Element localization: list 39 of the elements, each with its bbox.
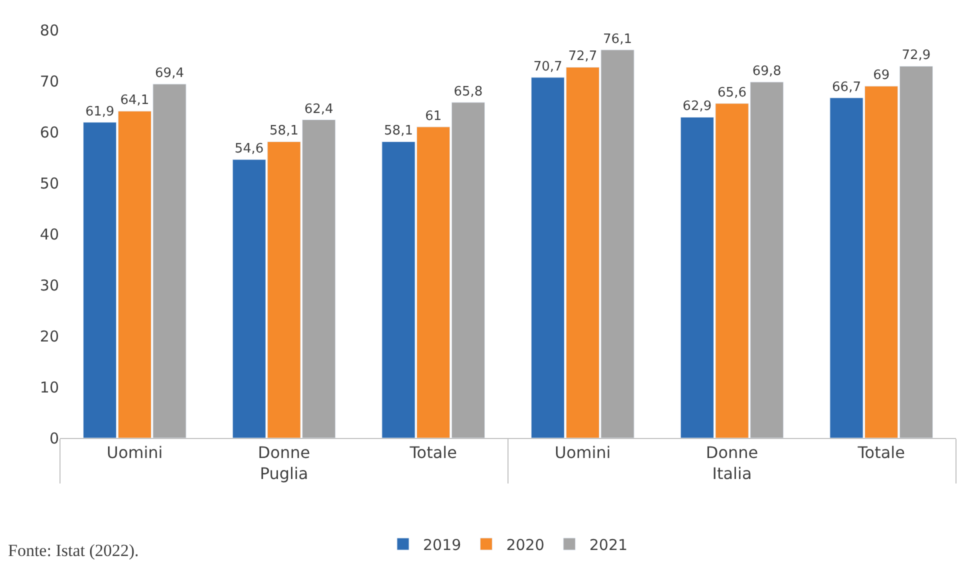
- data-label: 54,6: [234, 142, 264, 157]
- y-tick-label: 60: [40, 123, 59, 142]
- data-label: 76,1: [603, 32, 632, 47]
- x-tick-label: Donne: [706, 443, 758, 462]
- data-label: 72,7: [568, 49, 598, 64]
- data-label: 69,8: [752, 64, 782, 80]
- y-tick-label: 70: [40, 72, 59, 90]
- x-tick-label: Uomini: [106, 443, 163, 462]
- y-tick-label: 10: [40, 378, 59, 396]
- legend-label: 2020: [506, 536, 544, 554]
- data-label: 70,7: [533, 59, 562, 74]
- y-tick-label: 30: [40, 276, 59, 294]
- data-label: 69: [873, 68, 890, 84]
- data-label: 72,9: [902, 48, 931, 64]
- y-tick-label: 80: [40, 21, 59, 40]
- x-tick-label: Totale: [408, 443, 457, 462]
- x-tick-label: Uomini: [554, 443, 611, 462]
- legend-label: 2021: [589, 536, 628, 554]
- data-label: 61: [425, 108, 442, 124]
- data-label: 58,1: [384, 124, 413, 139]
- x-tick-label: Totale: [856, 443, 905, 462]
- data-label: 65,8: [454, 84, 483, 100]
- text: Puglia: [260, 464, 308, 484]
- data-label: 61,9: [85, 104, 114, 120]
- x-tick-label: Donne: [258, 443, 310, 462]
- y-tick-label: 50: [40, 174, 59, 192]
- source-note: Fonte: Istat (2022).: [8, 541, 139, 560]
- data-label: 62,9: [682, 99, 712, 114]
- legend-label: 2019: [423, 536, 462, 554]
- y-tick-label: 40: [40, 225, 59, 244]
- data-label: 65,6: [718, 85, 746, 100]
- text: Italia: [712, 464, 752, 484]
- data-label: 62,4: [304, 102, 334, 117]
- data-label: 58,1: [270, 124, 298, 139]
- data-label: 66,7: [832, 80, 861, 95]
- data-label: 64,1: [120, 93, 150, 108]
- data-label: 69,4: [155, 66, 184, 82]
- y-tick-label: 20: [40, 327, 59, 346]
- y-tick-label: 0: [49, 429, 59, 448]
